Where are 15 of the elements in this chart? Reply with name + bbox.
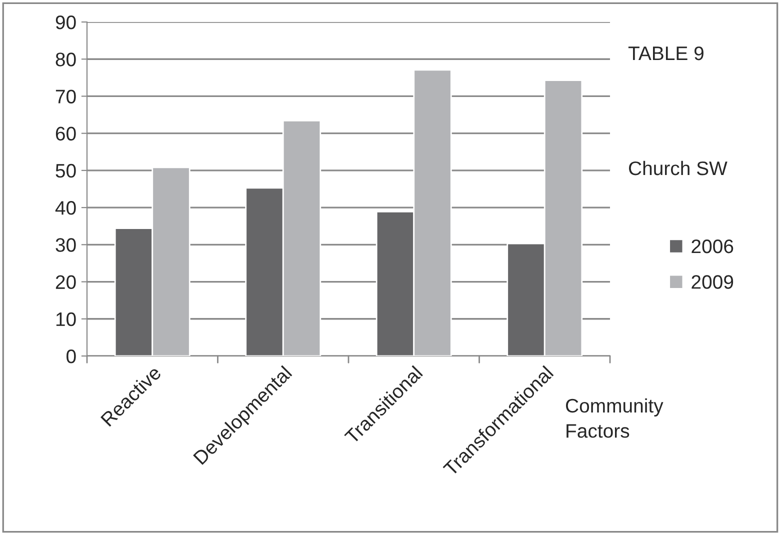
legend-label: 2006 <box>692 239 734 254</box>
y-tick-label: 30 <box>56 238 76 252</box>
legend-label: 2009 <box>692 275 734 289</box>
y-tick-label: 50 <box>56 164 76 178</box>
y-tick-label: 80 <box>56 52 76 66</box>
y-tick-label: 70 <box>56 90 76 104</box>
y-tick-label: 40 <box>55 201 76 215</box>
caption: TABLE 9 <box>628 46 704 60</box>
y-tick-label: 90 <box>56 15 76 30</box>
x-axis-title: Community Factors <box>566 398 664 438</box>
y-tick-label: 10 <box>56 312 76 326</box>
y-tick-label: 60 <box>56 126 76 141</box>
text: Church SW <box>628 160 728 176</box>
y-tick-label: 0 <box>66 349 76 364</box>
y-tick-label: 20 <box>56 275 76 290</box>
